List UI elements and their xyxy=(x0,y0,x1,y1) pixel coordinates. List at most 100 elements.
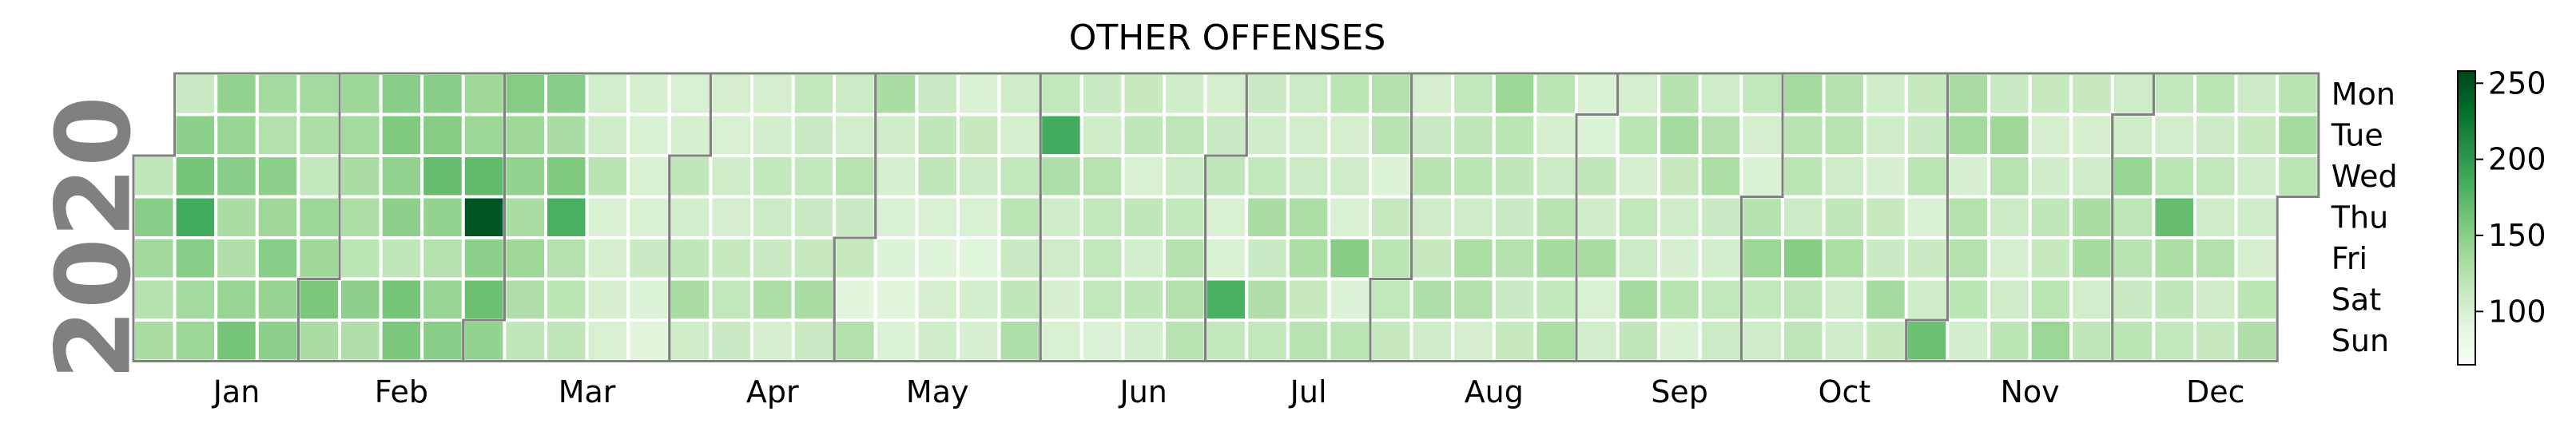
heatmap-cell xyxy=(833,113,877,157)
heatmap-cell xyxy=(997,154,1043,199)
heatmap-cell xyxy=(956,154,1001,199)
heatmap-cell xyxy=(1409,154,1455,199)
heatmap-cell xyxy=(997,236,1043,281)
heatmap-cell xyxy=(1616,72,1661,117)
heatmap-cell xyxy=(1575,195,1620,239)
heatmap-cell xyxy=(1739,72,1784,117)
heatmap-cell xyxy=(1946,72,1990,117)
heatmap-cell xyxy=(833,277,877,322)
heatmap-cell xyxy=(1163,72,1207,117)
heatmap-cell xyxy=(1616,154,1661,199)
heatmap-cell xyxy=(1904,195,1950,239)
heatmap-cell xyxy=(997,113,1043,157)
heatmap-cell xyxy=(1987,72,2032,117)
heatmap-cell xyxy=(873,113,919,157)
heatmap-cell xyxy=(2193,154,2238,199)
heatmap-cell xyxy=(1533,277,1579,322)
heatmap-cell xyxy=(1781,277,1826,322)
heatmap-cell xyxy=(915,113,960,157)
heatmap-cell xyxy=(750,318,795,363)
heatmap-cell xyxy=(379,236,424,281)
heatmap-cell xyxy=(1245,277,1290,322)
heatmap-cell xyxy=(1946,277,1990,322)
heatmap-cell xyxy=(2069,113,2114,157)
heatmap-cell xyxy=(1121,72,1167,117)
heatmap-cell xyxy=(461,277,507,322)
heatmap-cell xyxy=(667,318,713,363)
heatmap-cell xyxy=(296,236,341,281)
heatmap-cell xyxy=(709,236,754,281)
heatmap-cell xyxy=(2028,113,2073,157)
heatmap-cell xyxy=(1286,277,1331,322)
heatmap-cell xyxy=(2028,195,2073,239)
heatmap-cell xyxy=(873,277,919,322)
heatmap-cell xyxy=(461,236,507,281)
heatmap-cell xyxy=(1946,195,1990,239)
heatmap-cell xyxy=(214,195,259,239)
heatmap-cell xyxy=(833,318,877,363)
heatmap-cell xyxy=(379,318,424,363)
heatmap-cell xyxy=(1121,318,1167,363)
heatmap-cell xyxy=(1039,277,1083,322)
heatmap-cell xyxy=(997,195,1043,239)
heatmap-cell xyxy=(1163,195,1207,239)
heatmap-cell xyxy=(1451,113,1496,157)
heatmap-cell xyxy=(1946,236,1990,281)
heatmap-cell xyxy=(1079,236,1125,281)
heatmap-cell xyxy=(255,195,300,239)
heatmap-cell xyxy=(1863,72,1908,117)
heatmap-cell xyxy=(585,195,630,239)
heatmap-cell xyxy=(1245,113,1290,157)
heatmap-cell xyxy=(1039,113,1083,157)
heatmap-cell xyxy=(626,318,671,363)
heatmap-cell xyxy=(214,236,259,281)
heatmap-cell xyxy=(1451,195,1496,239)
heatmap-cell xyxy=(1616,195,1661,239)
heatmap-cell xyxy=(255,113,300,157)
heatmap-cell xyxy=(1863,318,1908,363)
heatmap-cell xyxy=(1079,277,1125,322)
heatmap-cell xyxy=(379,195,424,239)
heatmap-cell xyxy=(1203,277,1249,322)
heatmap-cell xyxy=(997,72,1043,117)
heatmap-cell xyxy=(1575,154,1620,199)
heatmap-cell xyxy=(1822,113,1867,157)
heatmap-cell xyxy=(214,277,259,322)
heatmap-cell xyxy=(1369,113,1413,157)
month-labels: Jan Feb Mar Apr May Jun Jul Aug Sep Oct Nov Dec xyxy=(212,374,2245,409)
heatmap-cell xyxy=(1739,277,1784,322)
heatmap-cell xyxy=(1987,195,2032,239)
heatmap-cell xyxy=(1369,236,1413,281)
heatmap-cell xyxy=(1863,195,1908,239)
heatmap-cell xyxy=(1039,318,1083,363)
month-label: Feb xyxy=(375,374,428,409)
chart-title: OTHER OFFENSES xyxy=(1069,18,1386,58)
heatmap-cell xyxy=(2152,318,2196,363)
heatmap-cell xyxy=(379,154,424,199)
heatmap-cell xyxy=(296,318,341,363)
heatmap-cell xyxy=(709,195,754,239)
heatmap-cell xyxy=(1739,113,1784,157)
heatmap-cell xyxy=(1327,318,1373,363)
heatmap-cell xyxy=(2152,195,2196,239)
heatmap-cell xyxy=(750,113,795,157)
heatmap-cell xyxy=(173,154,218,199)
colorbar-tick-label: 100 xyxy=(2488,294,2546,329)
heatmap-cell xyxy=(132,154,177,199)
heatmap-cell xyxy=(750,195,795,239)
heatmap-cell xyxy=(1904,113,1950,157)
heatmap-cell xyxy=(2234,113,2280,157)
heatmap-cell xyxy=(2193,236,2238,281)
weekday-labels: Mon Tue Wed Thu Fri Sat Sun xyxy=(2331,77,2398,358)
heatmap-cell xyxy=(1492,154,1537,199)
heatmap-cell xyxy=(1409,72,1455,117)
heatmap-cell xyxy=(709,154,754,199)
heatmap-cell xyxy=(709,277,754,322)
heatmap-cell xyxy=(1987,277,2032,322)
heatmap-cell xyxy=(585,154,630,199)
heatmap-cell xyxy=(915,318,960,363)
heatmap-cell xyxy=(1203,318,1249,363)
heatmap-cell xyxy=(750,72,795,117)
heatmap-cell xyxy=(338,318,383,363)
